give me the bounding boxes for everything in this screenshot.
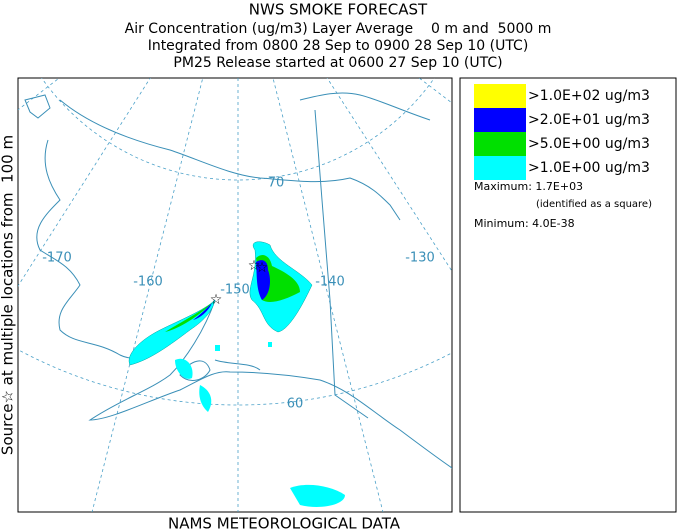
svg-text:☆: ☆ [248,258,261,274]
legend-swatch [474,84,526,108]
legend-swatch [474,132,526,156]
maximum-note: (identified as a square) [536,199,652,210]
footer: NAMS METEOROLOGICAL DATA [168,515,401,532]
subtitle: Air Concentration (ug/m3) Layer Average … [125,21,552,37]
longitude-label: -130 [405,251,435,266]
source-markers: ☆ ☆ ☆ [210,258,269,308]
title: NWS SMOKE FORECAST [249,1,428,19]
latitude-label: 60 [287,397,304,412]
graticule [18,78,452,512]
minimum: Minimum: 4.0E-38 [474,217,575,230]
smoke-plume [128,241,345,507]
map: ☆ ☆ ☆ -170 -160 -150 -140 -130 70 60 [18,78,452,512]
legend-label: >1.0E+00 ug/m3 [528,160,650,176]
map-labels: -170 -160 -150 -140 -130 70 60 [42,176,435,412]
longitude-label: -140 [315,275,345,290]
legend-label: >5.0E+00 ug/m3 [528,136,650,152]
legend-label: >2.0E+01 ug/m3 [528,112,650,128]
subtitle: Integrated from 0800 28 Sep to 0900 28 S… [148,38,529,54]
side-label: Source☆ at multiple locations from 100 m [0,135,17,455]
legend-swatch [474,156,526,180]
legend-swatch [474,108,526,132]
map-frame [17,77,453,513]
longitude-label: -170 [42,251,72,266]
longitude-label: -150 [220,283,250,298]
longitude-label: -160 [133,275,163,290]
svg-text:☆: ☆ [256,260,269,276]
subtitle: PM25 Release started at 0600 27 Sep 10 (… [173,55,502,71]
svg-text:☆: ☆ [210,292,223,308]
latitude-label: 70 [268,176,285,191]
maximum: Maximum: 1.7E+03 [474,180,583,193]
legend-label: >1.0E+02 ug/m3 [528,88,650,104]
legend: >1.0E+02 ug/m3 >2.0E+01 ug/m3 >5.0E+00 ug/… [474,84,650,180]
